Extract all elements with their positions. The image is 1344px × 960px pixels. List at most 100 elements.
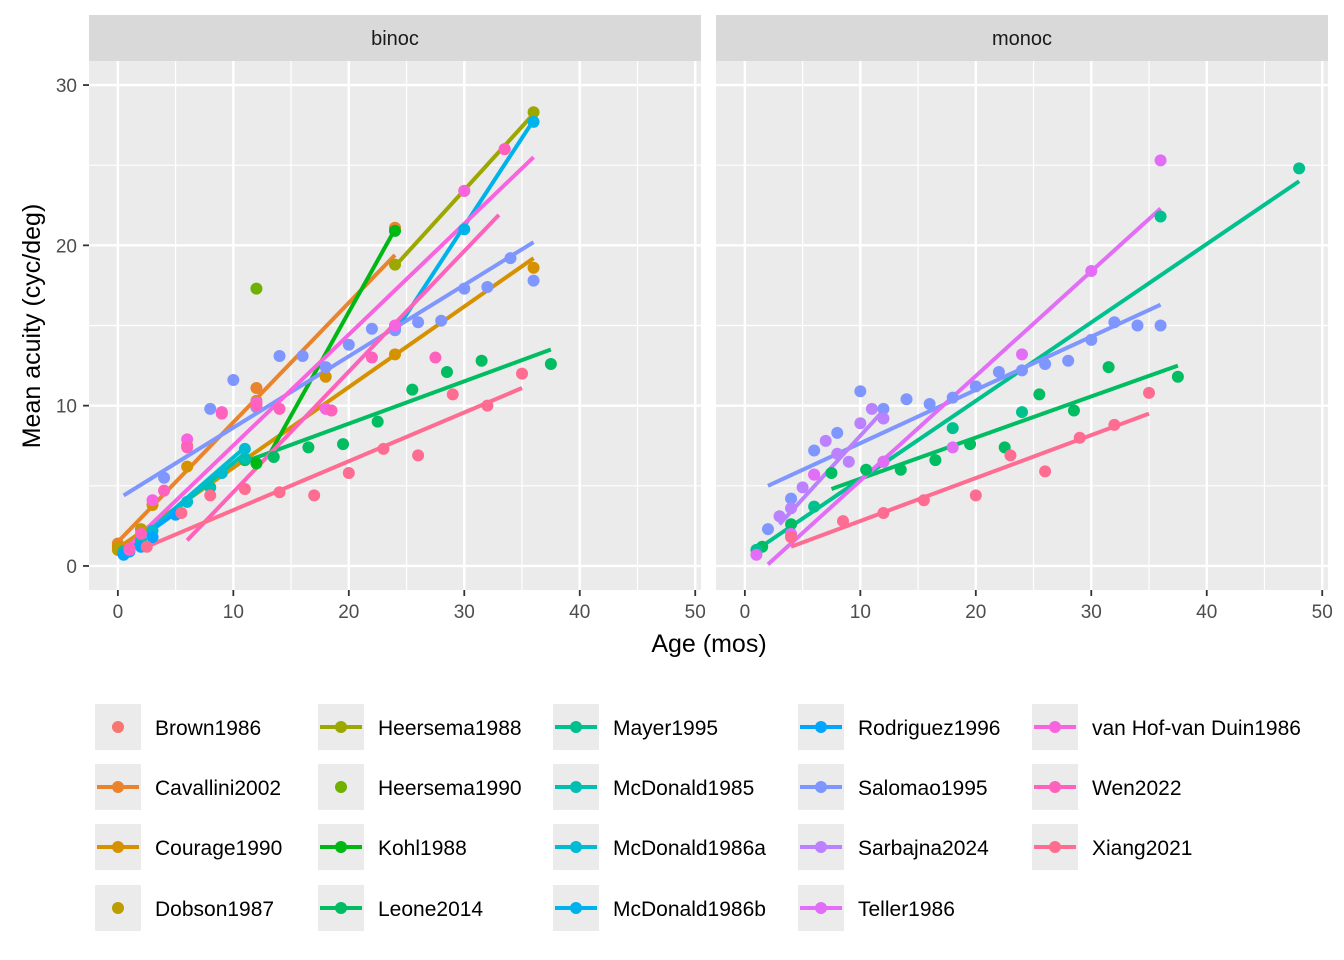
panel-monoc: monoc bbox=[716, 15, 1328, 590]
data-point bbox=[877, 412, 890, 425]
data-point bbox=[1131, 319, 1144, 332]
data-point bbox=[204, 489, 217, 502]
data-point bbox=[1039, 357, 1052, 370]
data-point bbox=[969, 380, 982, 393]
data-point bbox=[302, 441, 315, 454]
data-point bbox=[238, 442, 251, 455]
data-point bbox=[516, 367, 529, 380]
y-tick-label: 0 bbox=[66, 557, 77, 578]
data-point bbox=[917, 494, 930, 507]
data-point bbox=[964, 438, 977, 451]
legend-point bbox=[570, 841, 582, 853]
data-point bbox=[140, 540, 153, 553]
legend-point bbox=[815, 902, 827, 914]
x-tick-label: 20 bbox=[338, 602, 359, 623]
legend-item: McDonald1986b bbox=[553, 885, 766, 931]
data-point bbox=[854, 385, 867, 398]
data-point bbox=[134, 527, 147, 540]
data-point bbox=[389, 224, 401, 237]
legend-point bbox=[1049, 841, 1061, 853]
data-point bbox=[923, 398, 936, 411]
data-point bbox=[785, 531, 798, 544]
data-point bbox=[527, 261, 540, 274]
x-tick-label: 40 bbox=[569, 602, 590, 623]
data-point bbox=[181, 441, 194, 454]
data-point bbox=[860, 463, 873, 476]
data-point bbox=[498, 143, 511, 156]
legend-point bbox=[1049, 781, 1061, 793]
legend-point bbox=[1049, 721, 1061, 733]
x-tick-label: 30 bbox=[1081, 602, 1102, 623]
data-point bbox=[831, 447, 844, 460]
data-point bbox=[238, 452, 251, 465]
data-point bbox=[894, 463, 907, 476]
data-point bbox=[900, 393, 913, 406]
data-point bbox=[1016, 406, 1028, 419]
data-point bbox=[1143, 386, 1156, 399]
data-point bbox=[342, 338, 355, 351]
data-point bbox=[412, 449, 425, 462]
legend-label: Heersema1990 bbox=[378, 777, 522, 800]
legend-label: Brown1986 bbox=[155, 717, 261, 740]
data-point bbox=[250, 457, 263, 470]
legend-label: Dobson1987 bbox=[155, 898, 274, 921]
legend-point bbox=[570, 721, 582, 733]
data-point bbox=[273, 486, 286, 499]
data-point bbox=[458, 184, 471, 197]
data-point bbox=[808, 444, 821, 457]
legend-label: McDonald1986b bbox=[613, 898, 766, 921]
legend-label: Courage1990 bbox=[155, 837, 282, 860]
data-point bbox=[877, 455, 890, 468]
legend-label: Sarbajna2024 bbox=[858, 837, 989, 860]
x-tick-label: 20 bbox=[965, 602, 986, 623]
data-point bbox=[267, 450, 280, 463]
fit-line bbox=[830, 363, 1179, 491]
data-point bbox=[1154, 319, 1167, 332]
legend-item: Heersema1988 bbox=[318, 704, 522, 750]
data-point bbox=[877, 402, 890, 415]
data-point bbox=[1108, 316, 1121, 329]
data-point bbox=[825, 466, 838, 479]
data-point bbox=[342, 466, 355, 479]
legend-label: van Hof-van Duin1986 bbox=[1092, 717, 1301, 740]
legend-item: Salomao1995 bbox=[798, 764, 988, 810]
data-points bbox=[750, 154, 1306, 561]
legend-point bbox=[570, 781, 582, 793]
data-point bbox=[854, 417, 867, 430]
data-point bbox=[377, 442, 390, 455]
data-point bbox=[527, 274, 540, 287]
legend-point bbox=[335, 781, 347, 793]
legend-point bbox=[112, 781, 124, 793]
data-point bbox=[946, 441, 959, 454]
data-point bbox=[544, 357, 557, 370]
x-tick-label: 50 bbox=[1312, 602, 1333, 623]
legend-point bbox=[815, 841, 827, 853]
data-point bbox=[406, 383, 419, 396]
data-point bbox=[1171, 370, 1184, 383]
x-axis-title: Age (mos) bbox=[651, 630, 766, 658]
data-point bbox=[389, 319, 401, 332]
data-point bbox=[250, 282, 263, 295]
legend-item: Dobson1987 bbox=[95, 885, 274, 931]
data-point bbox=[458, 282, 471, 295]
data-point bbox=[837, 515, 850, 528]
legend-label: Wen2022 bbox=[1092, 777, 1182, 800]
data-point bbox=[158, 471, 171, 484]
data-point bbox=[273, 402, 286, 415]
data-point bbox=[1293, 162, 1306, 175]
legend-label: Teller1986 bbox=[858, 898, 955, 921]
legend-item: Cavallini2002 bbox=[95, 764, 281, 810]
data-point bbox=[308, 489, 321, 502]
data-point bbox=[412, 316, 425, 329]
data-point bbox=[1085, 264, 1098, 277]
legend-label: McDonald1985 bbox=[613, 777, 754, 800]
legend-item: Brown1986 bbox=[95, 704, 261, 750]
legend-item: Sarbajna2024 bbox=[798, 824, 989, 870]
data-point bbox=[250, 399, 263, 412]
data-point bbox=[865, 402, 878, 415]
data-point bbox=[969, 489, 982, 502]
panels: binoc monoc bbox=[89, 15, 1328, 590]
data-point bbox=[1016, 348, 1028, 361]
data-point bbox=[877, 507, 890, 520]
